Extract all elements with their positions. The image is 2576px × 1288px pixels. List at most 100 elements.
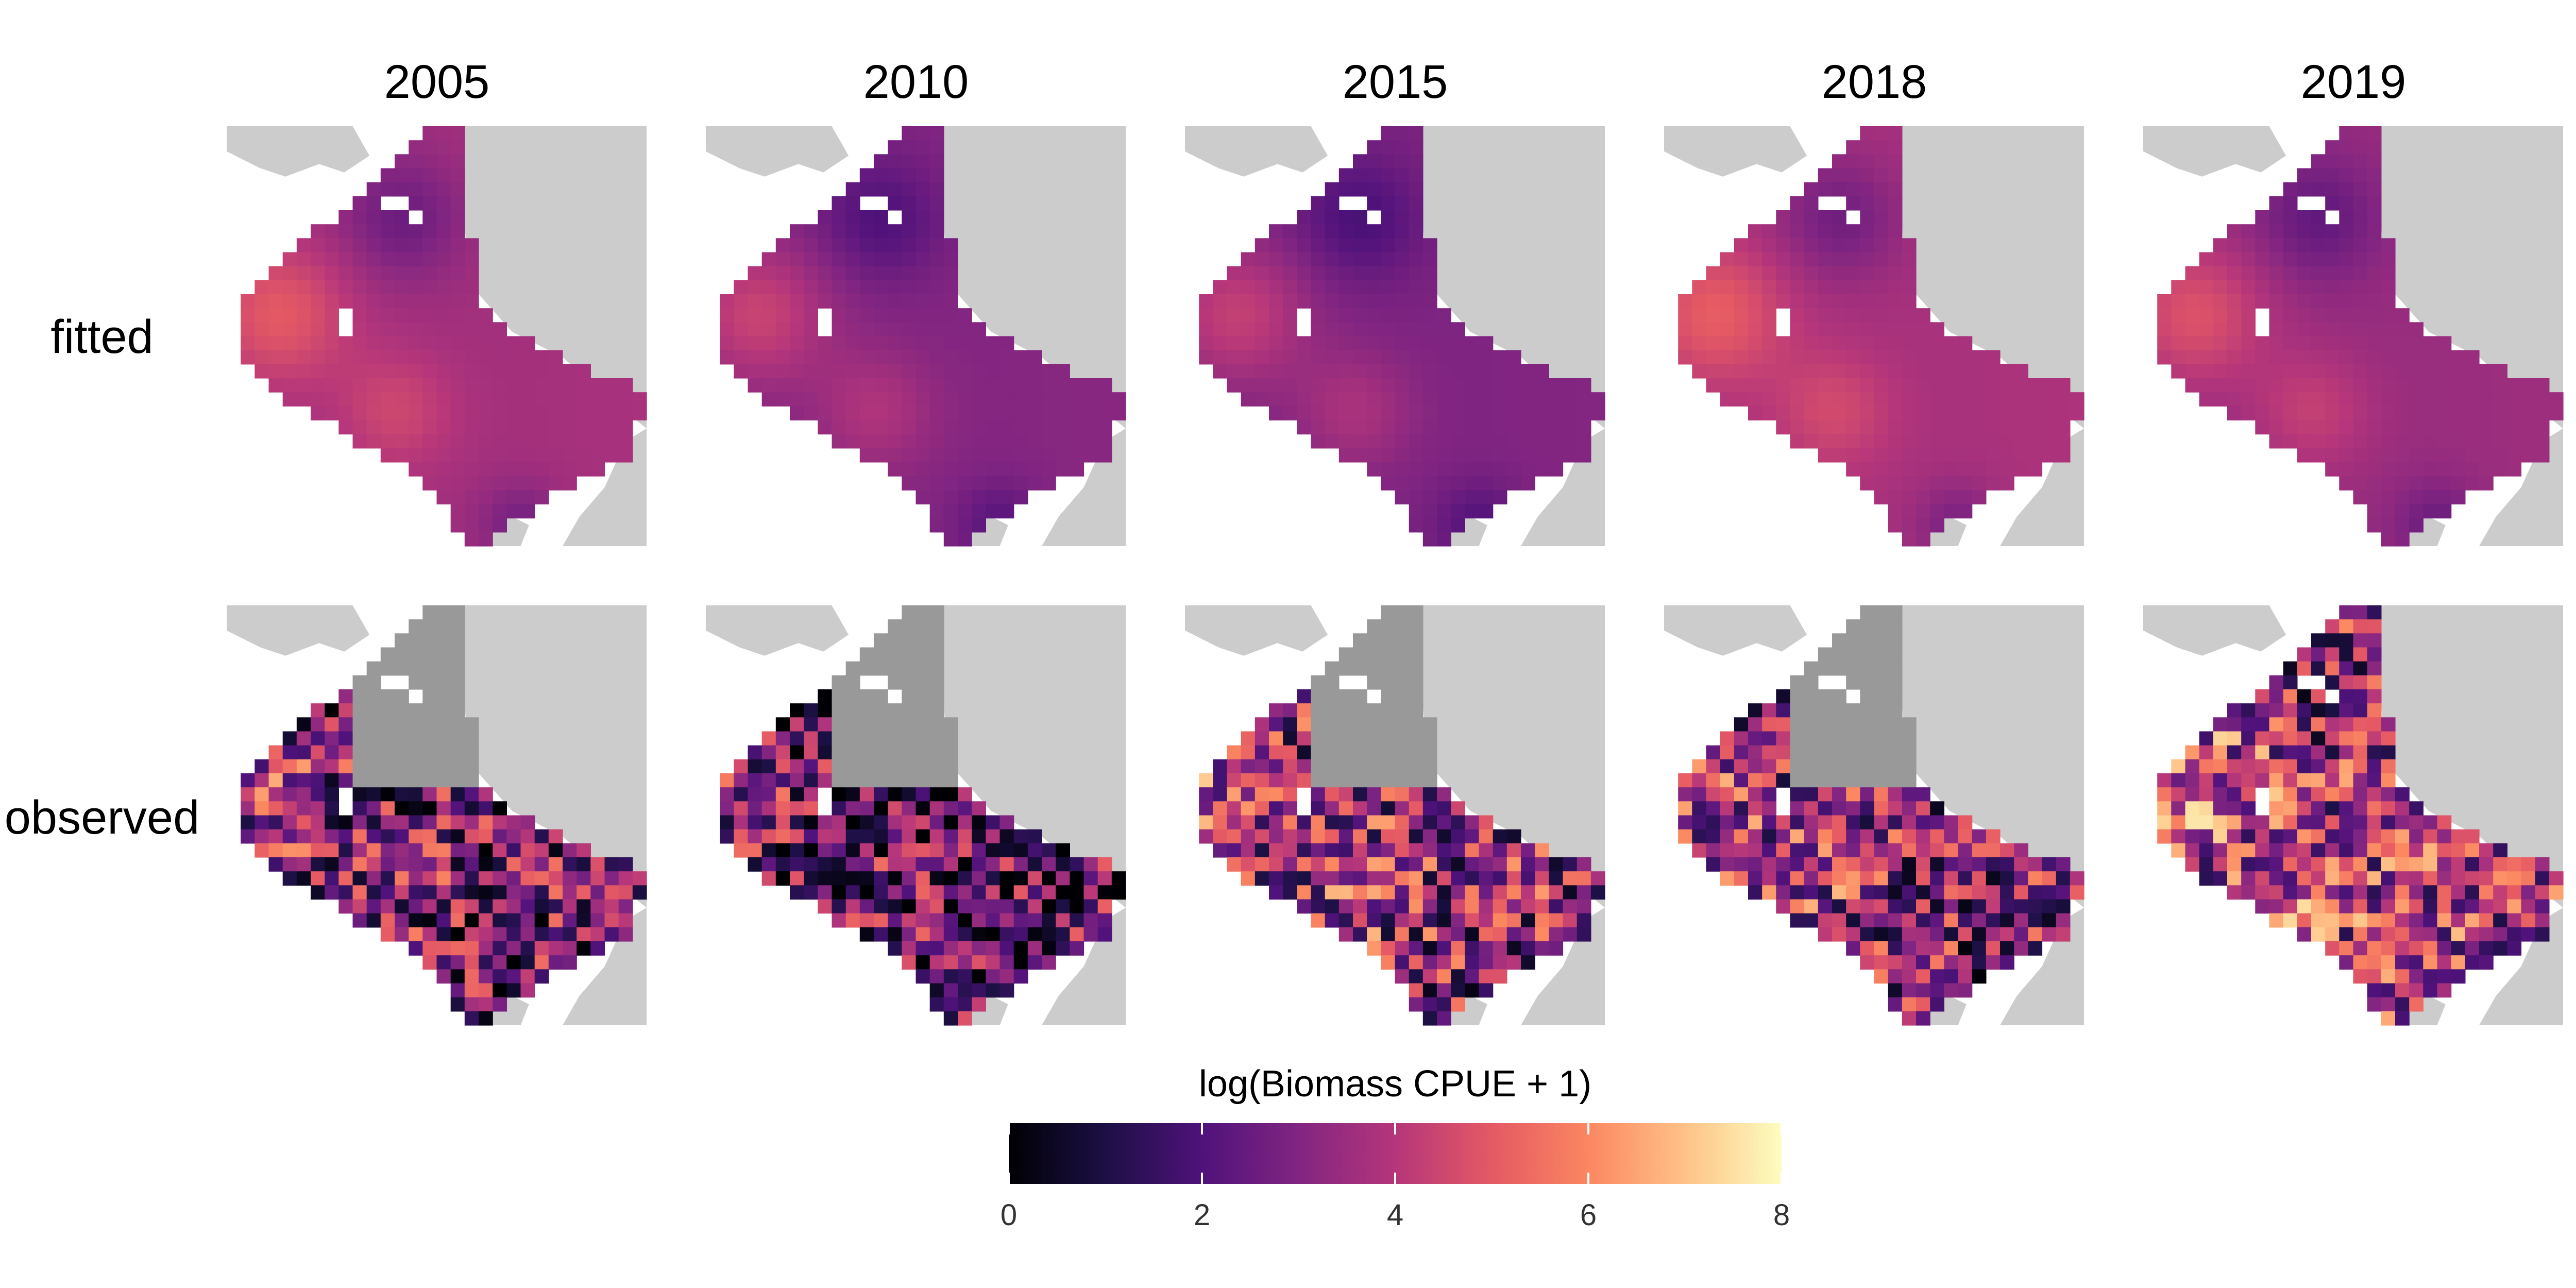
grid-cell [2381, 731, 2396, 746]
grid-cell [409, 434, 423, 449]
grid-cell [2507, 392, 2522, 406]
grid-cell [1972, 420, 1987, 435]
grid-cell [2199, 773, 2214, 788]
grid-cell [1790, 843, 1805, 858]
grid-cell [1353, 322, 1367, 337]
grid-cell [1944, 857, 1959, 872]
grid-cell [1083, 885, 1098, 900]
grid-cell [1734, 773, 1749, 788]
grid-cell [972, 490, 986, 505]
grid-cell [1367, 154, 1381, 169]
grid-cell [2199, 857, 2214, 872]
grid-cell [1070, 941, 1084, 956]
grid-cell [1888, 619, 1903, 634]
grid-cell [338, 731, 353, 746]
grid-cell [255, 322, 269, 337]
grid-cell [1493, 378, 1507, 393]
grid-cell [1367, 731, 1381, 746]
grid-cell [2507, 434, 2522, 449]
grid-cell [845, 322, 860, 337]
grid-cell [2507, 927, 2522, 942]
grid-cell [2213, 801, 2228, 816]
grid-cell [296, 829, 311, 844]
grid-cell [338, 420, 353, 435]
grid-cell [1549, 857, 1564, 872]
grid-cell [338, 224, 353, 239]
grid-cell [2465, 364, 2480, 379]
grid-cell [395, 350, 409, 365]
grid-cell [804, 871, 818, 886]
grid-cell [790, 857, 804, 872]
grid-cell [311, 731, 325, 746]
grid-cell [450, 518, 465, 533]
grid-cell [2437, 476, 2452, 490]
grid-cell [986, 927, 1001, 942]
grid-cell [1297, 703, 1312, 718]
grid-cell [986, 378, 1001, 393]
grid-cell [1888, 462, 1903, 477]
grid-cell [2451, 843, 2466, 858]
grid-cell [1013, 913, 1028, 928]
grid-cell [352, 857, 367, 872]
grid-cell [748, 857, 762, 872]
grid-cell [1395, 927, 1410, 942]
grid-cell [1070, 857, 1084, 872]
grid-cell [2479, 420, 2494, 435]
grid-cell [859, 745, 874, 760]
grid-cell [2297, 182, 2312, 197]
grid-cell [929, 941, 944, 956]
grid-cell [450, 238, 465, 253]
grid-cell [748, 773, 762, 788]
grid-cell [972, 871, 986, 886]
grid-cell [2493, 913, 2507, 928]
grid-cell [2311, 224, 2326, 239]
grid-cell [1846, 857, 1860, 872]
grid-cell [2171, 350, 2186, 365]
grid-cell [1297, 252, 1312, 267]
grid-cell [464, 518, 479, 533]
grid-cell [604, 392, 619, 406]
grid-cell [1422, 913, 1437, 928]
grid-cell [2437, 941, 2452, 956]
grid-cell [493, 504, 507, 519]
grid-cell [1832, 829, 1846, 844]
grid-cell [2185, 857, 2200, 872]
grid-cell [380, 168, 395, 183]
grid-cell [1255, 857, 1269, 872]
grid-cell [1325, 731, 1340, 746]
grid-cell [604, 857, 619, 872]
grid-cell [479, 448, 493, 463]
grid-cell [1227, 787, 1242, 802]
grid-cell [1944, 392, 1959, 406]
grid-cell [2367, 406, 2382, 421]
grid-cell [1734, 759, 1749, 774]
grid-cell [2297, 801, 2312, 816]
grid-cell [2353, 364, 2368, 379]
grid-cell [1535, 462, 1549, 477]
grid-cell [1297, 336, 1312, 351]
grid-cell [2339, 448, 2354, 463]
grid-cell [395, 899, 409, 914]
grid-cell [761, 843, 776, 858]
grid-cell [1888, 717, 1903, 732]
grid-cell [818, 266, 833, 281]
grid-cell [2213, 336, 2228, 351]
grid-cell [436, 899, 451, 914]
grid-cell [1479, 983, 1494, 998]
grid-cell [1395, 899, 1410, 914]
grid-cell [1790, 308, 1805, 323]
grid-cell [1692, 815, 1707, 830]
grid-cell [2381, 252, 2396, 267]
grid-cell [436, 126, 451, 141]
grid-cell [2227, 703, 2242, 718]
grid-cell [1776, 294, 1791, 309]
grid-cell [563, 843, 577, 858]
grid-cell [395, 661, 409, 676]
grid-cell [1241, 787, 1256, 802]
grid-cell [1972, 364, 1987, 379]
grid-cell [2325, 745, 2340, 760]
grid-cell [804, 773, 818, 788]
grid-cell [2297, 420, 2312, 435]
grid-cell [916, 815, 930, 830]
grid-cell [2014, 885, 2028, 900]
